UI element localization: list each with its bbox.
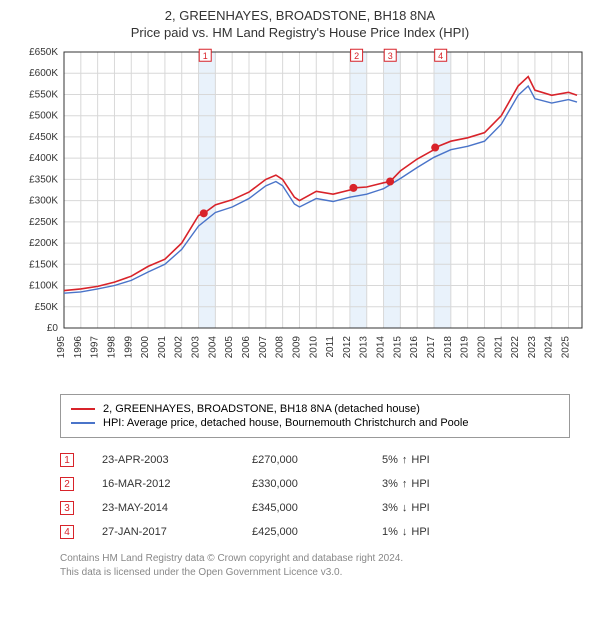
sale-marker: 4 bbox=[60, 525, 74, 539]
svg-text:£250K: £250K bbox=[29, 217, 58, 228]
svg-text:2018: 2018 bbox=[443, 336, 454, 359]
svg-text:£200K: £200K bbox=[29, 238, 58, 249]
svg-text:2012: 2012 bbox=[342, 336, 353, 359]
svg-text:2020: 2020 bbox=[476, 336, 487, 359]
sales-row: 3 23-MAY-2014£345,0003%↓HPI bbox=[60, 496, 570, 520]
svg-text:2007: 2007 bbox=[258, 336, 269, 359]
svg-text:1: 1 bbox=[203, 51, 208, 61]
sales-row: 2 16-MAR-2012£330,0003%↑HPI bbox=[60, 472, 570, 496]
svg-text:3: 3 bbox=[388, 51, 393, 61]
svg-text:2: 2 bbox=[354, 51, 359, 61]
svg-text:£500K: £500K bbox=[29, 111, 58, 122]
arrow-icon: ↑ bbox=[402, 478, 408, 490]
svg-text:£150K: £150K bbox=[29, 259, 58, 270]
svg-text:2021: 2021 bbox=[493, 336, 504, 359]
svg-text:£300K: £300K bbox=[29, 196, 58, 207]
svg-text:2024: 2024 bbox=[544, 336, 555, 359]
svg-text:£550K: £550K bbox=[29, 89, 58, 100]
price-chart: £0 £50K £100K £150K £200K £250K £300K £350K £400… bbox=[12, 46, 588, 386]
svg-text:2006: 2006 bbox=[241, 336, 252, 359]
svg-text:1995: 1995 bbox=[56, 336, 67, 359]
svg-text:£400K: £400K bbox=[29, 153, 58, 164]
svg-text:2009: 2009 bbox=[291, 336, 302, 359]
footer-line-1: Contains HM Land Registry data © Crown c… bbox=[60, 552, 570, 566]
sale-diff: 1%↓HPI bbox=[382, 526, 512, 538]
svg-text:2015: 2015 bbox=[392, 336, 403, 359]
sale-price: £330,000 bbox=[252, 478, 382, 490]
sales-row: 1 23-APR-2003£270,0005%↑HPI bbox=[60, 448, 570, 472]
sale-date: 27-JAN-2017 bbox=[102, 526, 252, 538]
svg-text:2005: 2005 bbox=[224, 336, 235, 359]
arrow-icon: ↑ bbox=[402, 454, 408, 466]
sale-diff: 3%↓HPI bbox=[382, 502, 512, 514]
footer-attribution: Contains HM Land Registry data © Crown c… bbox=[60, 552, 570, 579]
svg-text:2016: 2016 bbox=[409, 336, 420, 359]
sale-date: 23-APR-2003 bbox=[102, 454, 252, 466]
sale-price: £270,000 bbox=[252, 454, 382, 466]
svg-text:2003: 2003 bbox=[191, 336, 202, 359]
arrow-icon: ↓ bbox=[402, 526, 408, 538]
title-line-1: 2, GREENHAYES, BROADSTONE, BH18 8NA bbox=[12, 8, 588, 23]
svg-text:1996: 1996 bbox=[73, 336, 84, 359]
sale-date: 16-MAR-2012 bbox=[102, 478, 252, 490]
arrow-icon: ↓ bbox=[402, 502, 408, 514]
legend-item: HPI: Average price, detached house, Bour… bbox=[71, 417, 559, 429]
svg-text:£350K: £350K bbox=[29, 174, 58, 185]
legend-swatch bbox=[71, 408, 95, 410]
svg-text:1999: 1999 bbox=[123, 336, 134, 359]
sale-marker: 1 bbox=[60, 453, 74, 467]
legend-item: 2, GREENHAYES, BROADSTONE, BH18 8NA (det… bbox=[71, 403, 559, 415]
svg-text:2011: 2011 bbox=[325, 336, 336, 358]
svg-text:£650K: £650K bbox=[29, 47, 58, 58]
svg-text:2022: 2022 bbox=[510, 336, 521, 359]
sale-marker: 2 bbox=[60, 477, 74, 491]
svg-text:2019: 2019 bbox=[460, 336, 471, 359]
sales-row: 4 27-JAN-2017£425,0001%↓HPI bbox=[60, 520, 570, 544]
sale-date: 23-MAY-2014 bbox=[102, 502, 252, 514]
svg-text:2000: 2000 bbox=[140, 336, 151, 359]
svg-text:2004: 2004 bbox=[207, 336, 218, 359]
svg-text:1997: 1997 bbox=[90, 336, 101, 359]
sale-price: £425,000 bbox=[252, 526, 382, 538]
legend-swatch bbox=[71, 422, 95, 424]
sale-price: £345,000 bbox=[252, 502, 382, 514]
sale-diff: 5%↑HPI bbox=[382, 454, 512, 466]
title-line-2: Price paid vs. HM Land Registry's House … bbox=[12, 25, 588, 40]
svg-text:£100K: £100K bbox=[29, 281, 58, 292]
svg-text:£600K: £600K bbox=[29, 68, 58, 79]
legend-label: 2, GREENHAYES, BROADSTONE, BH18 8NA (det… bbox=[103, 403, 420, 415]
sales-table: 1 23-APR-2003£270,0005%↑HPI 2 16-MAR-2012£3… bbox=[60, 448, 570, 544]
svg-text:£0: £0 bbox=[47, 323, 59, 334]
svg-text:2001: 2001 bbox=[157, 336, 168, 359]
svg-text:2025: 2025 bbox=[561, 336, 572, 359]
svg-text:£50K: £50K bbox=[35, 302, 59, 313]
legend: 2, GREENHAYES, BROADSTONE, BH18 8NA (det… bbox=[60, 394, 570, 438]
chart-titles: 2, GREENHAYES, BROADSTONE, BH18 8NA Pric… bbox=[12, 8, 588, 40]
svg-text:2014: 2014 bbox=[376, 336, 387, 359]
legend-label: HPI: Average price, detached house, Bour… bbox=[103, 417, 468, 429]
svg-text:2023: 2023 bbox=[527, 336, 538, 359]
svg-text:2013: 2013 bbox=[359, 336, 370, 359]
svg-text:£450K: £450K bbox=[29, 132, 58, 143]
svg-text:1998: 1998 bbox=[106, 336, 117, 359]
sale-marker: 3 bbox=[60, 501, 74, 515]
svg-text:4: 4 bbox=[438, 51, 443, 61]
svg-text:2010: 2010 bbox=[308, 336, 319, 359]
svg-text:2008: 2008 bbox=[275, 336, 286, 359]
footer-line-2: This data is licensed under the Open Gov… bbox=[60, 566, 570, 580]
sale-diff: 3%↑HPI bbox=[382, 478, 512, 490]
svg-text:2017: 2017 bbox=[426, 336, 437, 359]
svg-text:2002: 2002 bbox=[174, 336, 185, 359]
